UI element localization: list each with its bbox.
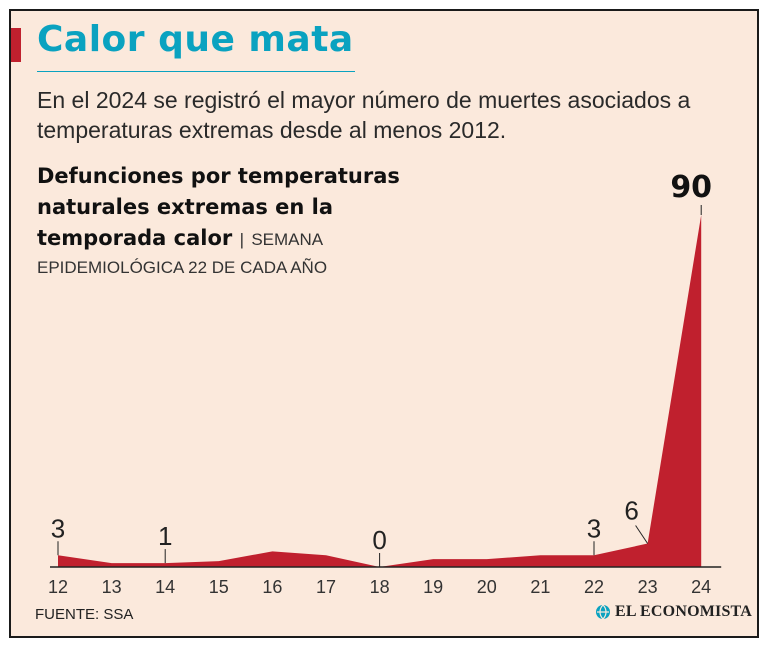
data-leader-line — [635, 525, 649, 544]
x-tick-label: 13 — [102, 577, 122, 597]
data-label: 0 — [372, 525, 386, 555]
infographic-frame: Calor que mata En el 2024 se registró el… — [9, 9, 759, 638]
title-accent-bar — [11, 28, 21, 62]
x-tick-label: 16 — [262, 577, 282, 597]
subtitle: En el 2024 se registró el mayor número d… — [37, 87, 691, 143]
x-tick-label: 23 — [638, 577, 658, 597]
source-note: FUENTE: SSA — [35, 606, 134, 623]
x-tick-label: 17 — [316, 577, 336, 597]
brand-name: EL ECONOMISTA — [615, 603, 752, 620]
x-tick-label: 24 — [691, 577, 711, 597]
chart-title: Defunciones por temperaturas naturales e… — [37, 164, 400, 250]
chart-heading: Defunciones por temperaturas naturales e… — [37, 161, 437, 281]
chart-note-line1: SEMANA — [251, 230, 324, 249]
x-tick-label: 15 — [209, 577, 229, 597]
x-tick-label: 20 — [477, 577, 497, 597]
chart-title-separator: | — [239, 230, 244, 249]
data-label: 3 — [587, 513, 601, 543]
brand-logo: EL ECONOMISTA — [595, 603, 752, 621]
title-underline — [37, 71, 355, 72]
area-series — [58, 215, 702, 567]
data-label: 1 — [158, 521, 172, 551]
x-tick-label: 18 — [370, 577, 390, 597]
x-tick-label: 14 — [155, 577, 175, 597]
data-label: 90 — [670, 170, 712, 205]
x-tick-label: 19 — [423, 577, 443, 597]
chart-note-line2: EPIDEMIOLÓGICA 22 DE CADA AÑO — [37, 258, 328, 277]
data-label: 3 — [51, 513, 65, 543]
x-tick-label: 22 — [584, 577, 604, 597]
x-tick-label: 12 — [48, 577, 68, 597]
globe-icon — [596, 604, 610, 620]
page-title: Calor que mata — [37, 19, 354, 60]
x-tick-label: 21 — [530, 577, 550, 597]
data-label: 6 — [624, 496, 638, 526]
